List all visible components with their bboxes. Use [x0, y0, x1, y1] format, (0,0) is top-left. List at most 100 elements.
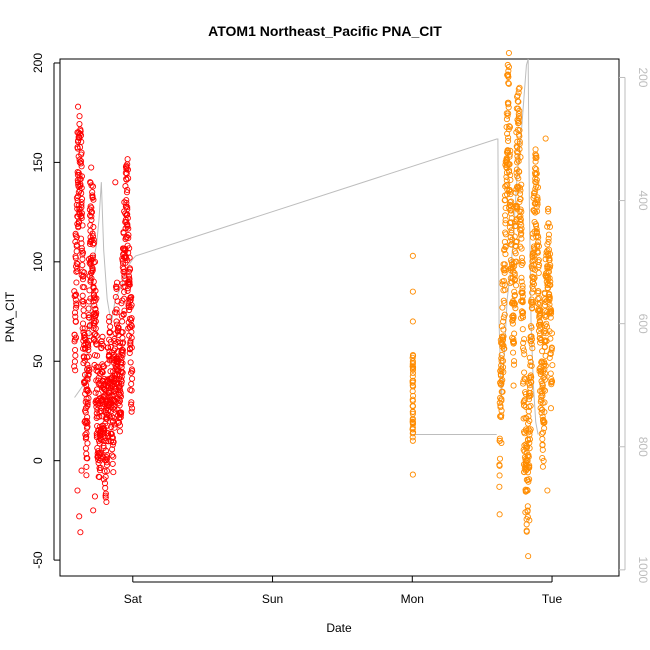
- data-point: [123, 233, 130, 240]
- y2-tick-label: 400: [636, 191, 650, 211]
- data-point: [125, 234, 132, 242]
- data-point: [533, 154, 540, 161]
- data-point: [514, 93, 521, 100]
- data-point: [87, 203, 94, 210]
- data-point: [79, 251, 86, 258]
- data-point: [498, 351, 505, 358]
- data-point: [119, 297, 126, 304]
- data-point: [497, 404, 504, 411]
- data-point: [519, 259, 526, 267]
- data-point: [116, 410, 123, 417]
- data-point: [113, 309, 120, 316]
- pressure-line-layer: [74, 58, 539, 435]
- data-point: [506, 124, 514, 131]
- x-tick-label: Sat: [124, 592, 143, 606]
- data-point: [92, 305, 99, 312]
- data-point: [529, 265, 536, 272]
- data-point: [510, 382, 517, 389]
- data-point: [501, 247, 508, 254]
- data-point: [503, 177, 510, 184]
- y2-tick-label: 600: [636, 314, 650, 334]
- y2-tick-label: 200: [636, 67, 650, 87]
- data-point: [123, 176, 130, 183]
- data-point: [409, 252, 416, 259]
- data-point: [88, 182, 95, 189]
- data-point: [128, 323, 135, 330]
- data-point: [501, 269, 508, 276]
- data-point: [118, 378, 125, 385]
- data-point: [128, 328, 135, 336]
- data-point: [102, 447, 110, 454]
- data-point: [128, 301, 135, 309]
- data-point: [539, 382, 546, 389]
- data-point: [500, 333, 507, 340]
- data-point: [124, 204, 131, 211]
- data-point: [95, 437, 103, 444]
- data-point: [542, 330, 550, 337]
- data-point: [519, 298, 526, 305]
- data-point: [90, 278, 97, 285]
- data-point: [517, 219, 524, 226]
- data-point: [92, 325, 99, 332]
- data-point: [515, 86, 522, 93]
- data-point: [510, 361, 518, 368]
- data-point: [501, 261, 508, 268]
- data-point: [505, 49, 512, 57]
- data-point: [536, 324, 544, 331]
- data-point: [539, 392, 546, 400]
- data-point: [540, 457, 547, 464]
- data-point: [121, 307, 128, 314]
- data-point: [85, 314, 92, 321]
- data-point: [409, 318, 416, 325]
- data-point: [126, 245, 133, 252]
- data-point: [85, 389, 92, 396]
- data-point: [77, 160, 84, 167]
- data-point: [541, 366, 548, 373]
- data-point: [527, 374, 534, 382]
- data-point: [80, 312, 87, 319]
- data-point: [507, 147, 514, 154]
- data-point: [545, 208, 552, 215]
- data-point: [113, 306, 120, 313]
- data-point: [81, 284, 88, 291]
- data-point: [507, 176, 514, 184]
- data-point: [72, 367, 79, 374]
- data-point: [502, 251, 509, 258]
- data-point: [73, 268, 80, 275]
- data-point: [118, 368, 125, 375]
- data-point: [120, 339, 127, 346]
- data-point: [410, 377, 417, 384]
- data-point: [515, 119, 522, 126]
- y2-axis: 200 400 600 800 1000: [619, 67, 650, 584]
- data-point: [78, 201, 85, 209]
- data-point: [104, 407, 112, 414]
- data-point: [540, 386, 547, 393]
- data-point: [539, 436, 546, 443]
- data-point: [520, 339, 527, 346]
- data-point: [511, 276, 518, 283]
- data-point: [119, 318, 126, 325]
- data-point: [409, 416, 416, 423]
- data-point: [409, 434, 416, 441]
- data-point: [116, 397, 124, 405]
- data-point: [90, 507, 97, 514]
- data-point: [104, 397, 111, 405]
- data-point: [109, 441, 116, 448]
- data-point: [78, 173, 85, 180]
- data-point: [88, 216, 95, 223]
- data-point: [89, 233, 97, 240]
- data-point: [81, 378, 89, 385]
- data-point: [533, 203, 540, 211]
- data-point: [503, 159, 510, 166]
- data-point: [129, 375, 136, 382]
- data-point: [93, 332, 100, 339]
- data-point: [120, 268, 127, 275]
- data-point: [542, 362, 549, 369]
- data-point: [546, 223, 554, 230]
- data-point: [534, 201, 541, 208]
- y-tick-label: -50: [31, 551, 45, 569]
- data-point: [503, 173, 510, 180]
- data-point: [501, 299, 508, 307]
- data-point: [409, 396, 416, 403]
- data-point: [496, 483, 503, 490]
